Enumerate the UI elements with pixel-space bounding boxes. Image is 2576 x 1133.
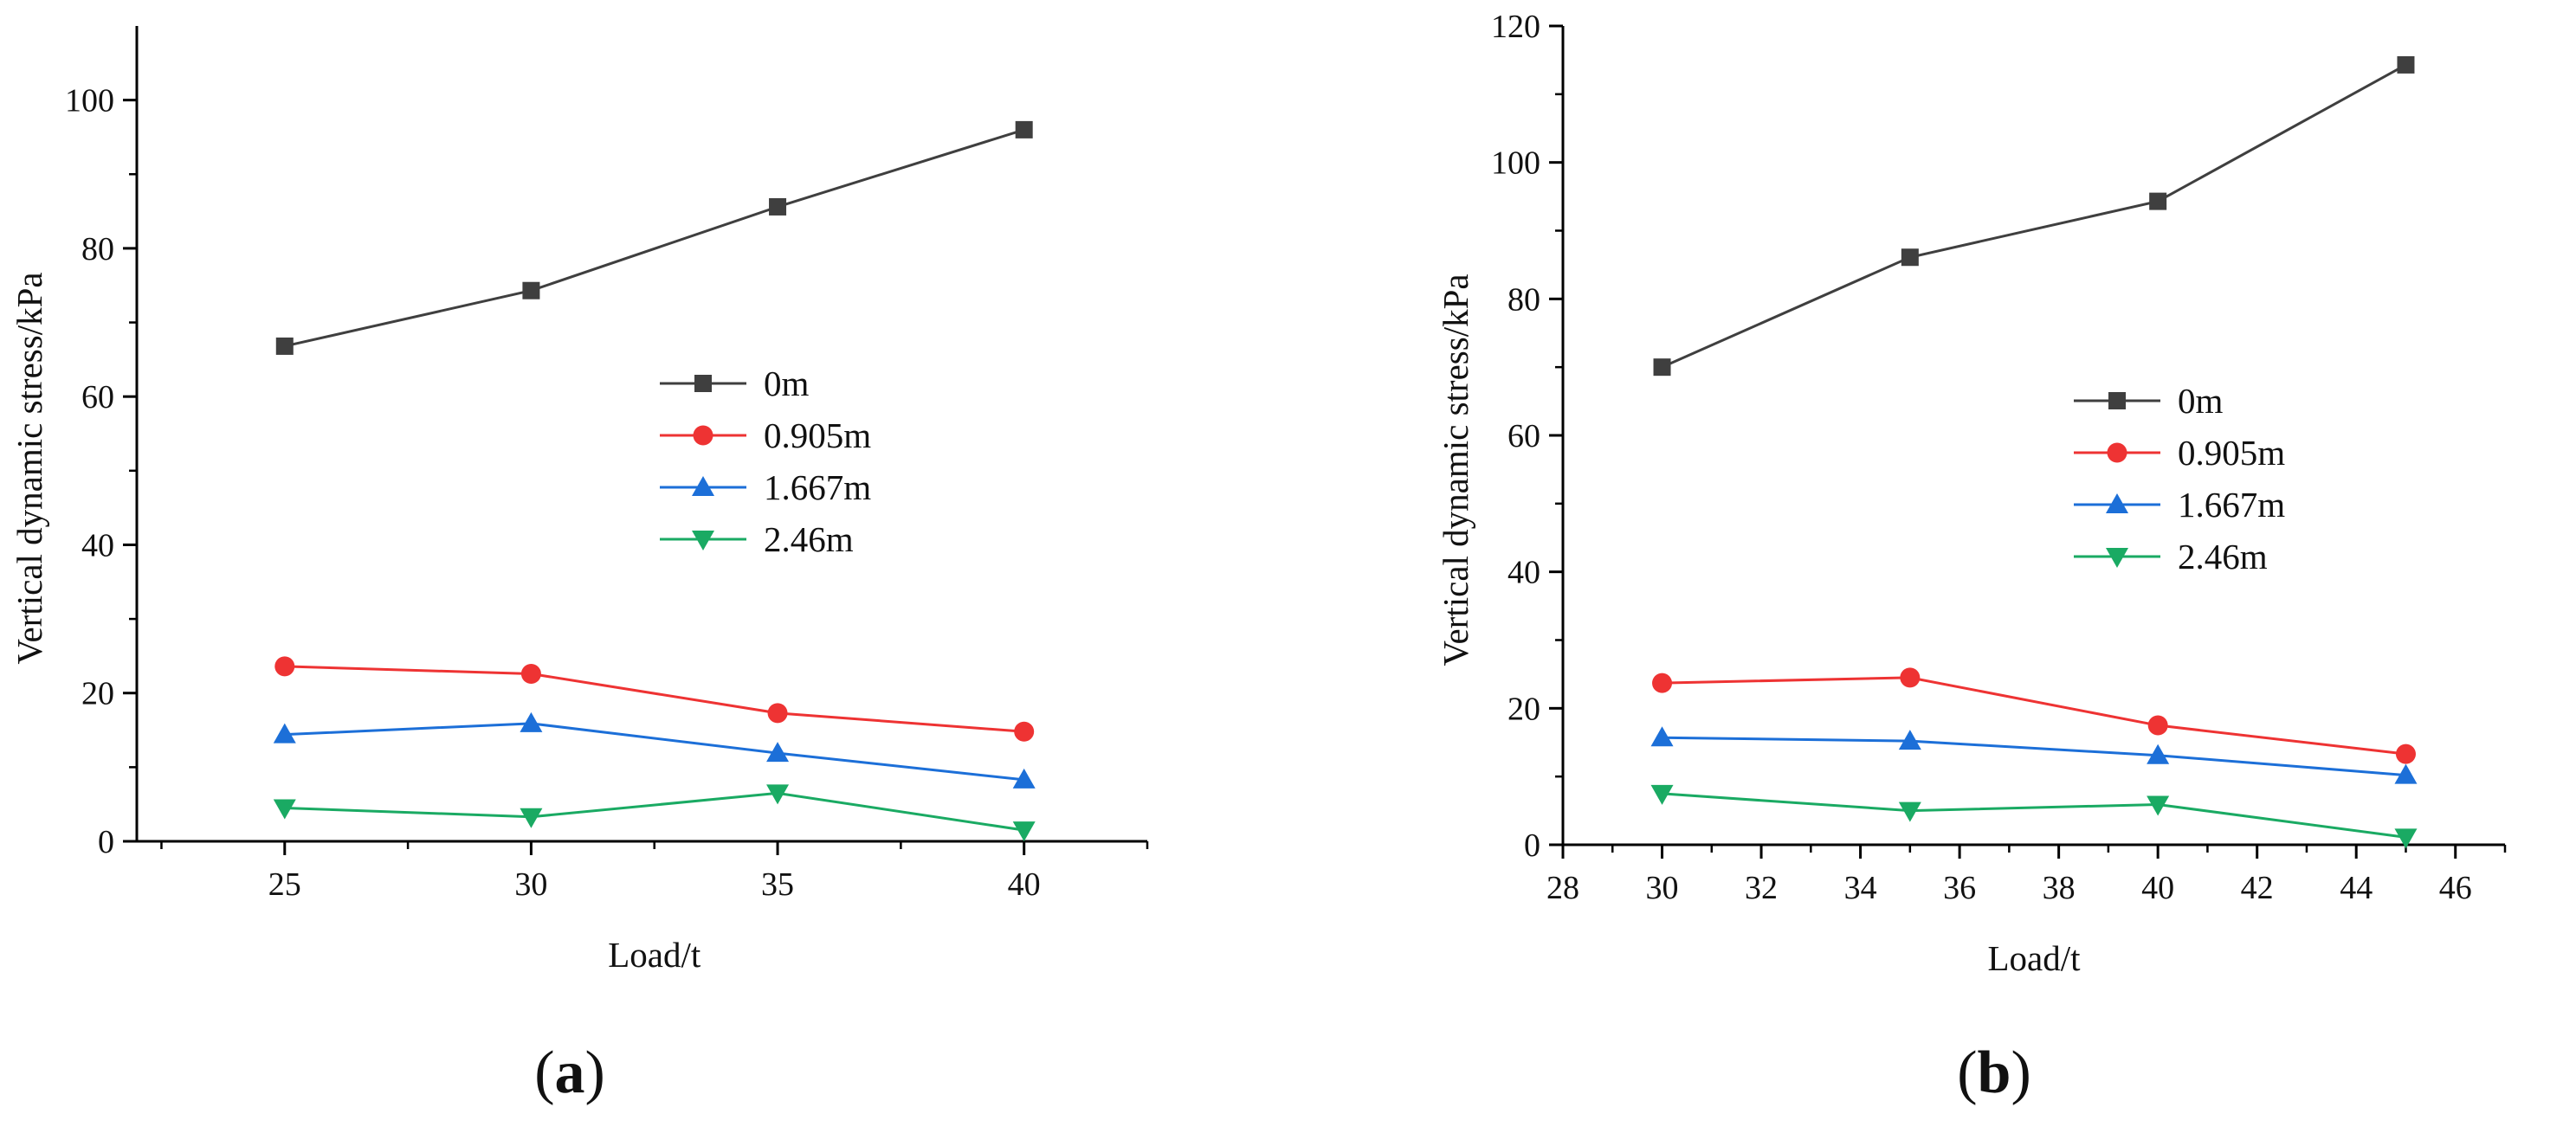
chart-b-series-line (1661, 63, 2407, 369)
chart-b-data-point (1653, 358, 1671, 377)
chart-b-svg: 0 20 40 60 80 100 120 28 30 32 34 36 38 40 42 44 46 Load/… (1436, 9, 2507, 1106)
chart-a-data-point (275, 337, 294, 355)
chart-b-data-point (1898, 730, 1921, 750)
chart-a-x-tick-label: 30 (514, 866, 547, 903)
chart-a-y-tick-label: 60 (81, 379, 114, 415)
chart-b-data-point (1650, 726, 1674, 747)
chart-b-x-tick-label: 34 (1844, 870, 1877, 906)
chart-b-legend-marker (2107, 442, 2127, 463)
chart-b-data-point (2147, 795, 2170, 816)
chart-a-series-line (284, 128, 1025, 348)
chart-a-legend-marker (692, 476, 714, 496)
chart-a-series-line (284, 722, 1024, 782)
chart-b-data-point (2394, 763, 2418, 784)
chart-a-legend-marker (693, 425, 713, 446)
chart-a-y-tick-label: 20 (81, 676, 114, 712)
chart-a-data-point (522, 281, 540, 299)
chart-b-series-line (1662, 792, 2406, 839)
chart-b-data-point (2394, 828, 2418, 849)
chart-b-y-tick-label: 100 (1491, 145, 1540, 182)
chart-a-panel-letter: a (555, 1040, 585, 1106)
chart-b-data-point (1898, 801, 1921, 822)
chart-b-data-point (2395, 744, 2416, 764)
chart-b-panel-label: (b) (1957, 1040, 2031, 1106)
chart-a-svg: 0 20 40 60 80 100 25 30 35 40 Load/t Vertical dynam… (10, 26, 1149, 1106)
chart-b-x-axis-title: Load/t (1987, 938, 2081, 978)
chart-b-series-line (1662, 676, 2406, 756)
chart-b-data-point (2149, 192, 2167, 210)
chart-a-data-point (274, 656, 295, 677)
chart-a-x-tick-label: 25 (268, 866, 301, 903)
chart-b-y-tick-label: 40 (1508, 555, 1540, 591)
chart-b-data-point (2397, 55, 2415, 74)
chart-b-y-tick-label: 80 (1508, 281, 1540, 318)
chart-a-data-point (1015, 120, 1033, 138)
chart-a-legend-marker (692, 531, 714, 550)
chart-b-data-point (1652, 673, 1673, 693)
chart-a-y-tick-label: 80 (81, 231, 114, 267)
chart-b-y-axis-title: Vertical dynamic stress/kPa (1436, 274, 1475, 666)
chart-a-data-point (766, 784, 790, 805)
chart-b-legend-marker (2106, 548, 2128, 568)
chart-a-y-tick-label: 40 (81, 527, 114, 563)
chart-b-x-tick-label: 40 (2141, 870, 2174, 906)
chart-b-data-point (1650, 784, 1674, 805)
chart-b-y-tick-label: 0 (1524, 827, 1540, 864)
chart-b-data-point (2147, 744, 2170, 764)
chart-b-y-tick-label: 20 (1508, 691, 1540, 727)
chart-b-legend-label: 0.905m (2178, 433, 2285, 473)
chart-b-x-tick-label: 46 (2439, 870, 2472, 906)
chart-b-data-point (2147, 715, 2168, 736)
chart-a-legend-marker (694, 375, 712, 392)
chart-a-legend-label: 2.46m (764, 519, 854, 559)
chart-panel-b: 0 20 40 60 80 100 120 28 30 32 34 36 38 40 42 44 46 Load/… (1420, 0, 2576, 1133)
chart-a-data-point (769, 197, 787, 216)
chart-a-x-axis-title: Load/t (608, 935, 701, 975)
chart-a-y-axis-title: Vertical dynamic stress/kPa (10, 272, 49, 664)
chart-a-series-line (284, 791, 1024, 832)
chart-b-y-tick-label: 60 (1508, 418, 1540, 454)
chart-b-x-tick-label: 28 (1546, 870, 1579, 906)
chart-b-x-tick-label: 30 (1646, 870, 1679, 906)
chart-b-legend-label: 1.667m (2178, 485, 2285, 525)
chart-b-legend-label: 2.46m (2178, 537, 2268, 576)
chart-a-data-point (520, 711, 543, 732)
chart-a-data-point (1012, 821, 1036, 842)
chart-b-x-tick-label: 38 (2043, 870, 2076, 906)
chart-b-panel-letter: b (1978, 1040, 2011, 1106)
chart-a-legend-label: 1.667m (764, 467, 871, 507)
chart-a-series-line (284, 665, 1024, 733)
chart-a-data-point (273, 723, 296, 744)
chart-a-legend-label: 0.905m (764, 415, 871, 455)
chart-a-data-point (1014, 721, 1035, 742)
chart-b-y-tick-label: 120 (1491, 9, 1540, 45)
chart-b-data-point (1901, 248, 1919, 267)
chart-a-data-point (520, 663, 541, 684)
chart-panel-a: 0 20 40 60 80 100 25 30 35 40 Load/t Vertical dynam… (0, 0, 1156, 1133)
chart-a-data-point (273, 799, 296, 820)
chart-b-legend-label: 0m (2178, 381, 2224, 421)
chart-b-x-tick-label: 42 (2241, 870, 2274, 906)
chart-a-data-point (520, 808, 543, 828)
chart-b-legend-marker (2106, 493, 2128, 513)
chart-a-panel-label: (a) (534, 1040, 605, 1106)
chart-b-x-tick-label: 36 (1943, 870, 1976, 906)
chart-a-y-tick-label: 100 (65, 83, 114, 119)
chart-a-legend-label: 0m (764, 364, 810, 403)
chart-a-x-tick-label: 40 (1008, 866, 1041, 903)
chart-a-data-point (766, 742, 790, 763)
chart-a-y-tick-label: 0 (98, 824, 114, 860)
chart-a-data-point (767, 703, 788, 724)
chart-b-x-tick-label: 44 (2340, 870, 2373, 906)
chart-a-data-point (1012, 768, 1036, 789)
chart-b-data-point (1900, 667, 1921, 688)
chart-b-legend-marker (2108, 392, 2126, 409)
chart-a-x-tick-label: 35 (761, 866, 794, 903)
chart-b-x-tick-label: 32 (1745, 870, 1778, 906)
chart-b-series-line (1662, 736, 2406, 777)
